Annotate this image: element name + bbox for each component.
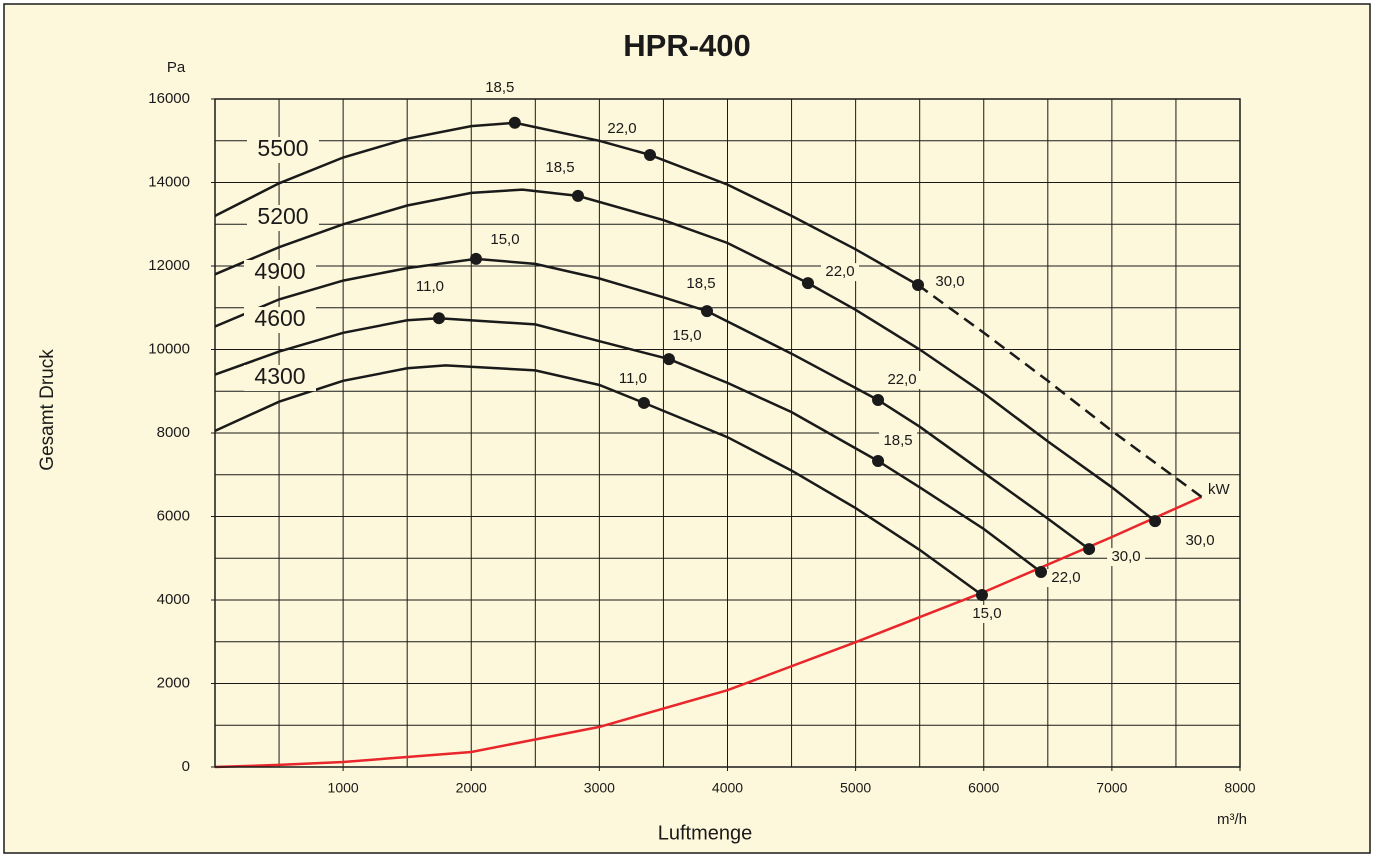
power-label: 18,5 [545,159,574,176]
x-axis-label: Luftmenge [658,822,753,844]
label-background [931,272,970,291]
x-tick-label: 3000 [584,780,615,796]
speed-curve [214,364,983,597]
x-tick-label: 5000 [840,780,871,796]
x-tick-label: 7000 [1096,780,1127,796]
label-background [883,371,922,390]
operating-point [1083,543,1096,556]
y-tick-label: 10000 [148,340,190,357]
operating-point [571,189,584,202]
power-label: 22,0 [825,263,854,280]
speed-label: 5200 [257,203,308,229]
label-background [1047,569,1086,588]
y-tick-label: 4000 [157,591,190,608]
speed-label: 4600 [254,305,305,331]
label-background [879,431,918,450]
speed-curve [214,257,1090,551]
speed-curve [214,316,1042,573]
x-tick-label: 4000 [712,780,743,796]
operating-point [643,148,656,161]
label-background [967,604,1006,623]
power-label: 22,0 [1051,569,1080,586]
label-background [820,263,859,282]
label-background [682,275,720,294]
y-unit: Pa [167,59,186,76]
x-unit: m³/h [1217,811,1247,828]
operating-point [701,305,713,318]
label-background [244,365,316,391]
y-tick-label: 6000 [157,507,190,524]
x-tick-label: 8000 [1224,780,1255,796]
operating-point [469,252,482,265]
y-tick-label: 12000 [148,257,190,274]
speed-label: 5500 [257,135,308,161]
operating-point [637,396,650,409]
power-label: 11,0 [619,370,647,387]
operating-point [1149,515,1162,528]
power-label: 22,0 [607,120,636,137]
y-tick-label: 2000 [157,674,190,691]
label-background [540,158,579,177]
operating-point [912,278,925,291]
power-label: 18,5 [485,79,514,96]
label-background [244,307,316,333]
label-background [485,230,524,249]
label-background [1181,532,1220,551]
y-axis-label: Gesamt Druck [37,349,58,471]
power-label: 11,0 [416,278,444,295]
label-background [613,369,652,388]
power-label: 22,0 [887,371,916,388]
plot-frame [214,98,1241,768]
power-label: 15,0 [972,605,1001,622]
operating-point [872,454,885,467]
operating-point [432,312,445,325]
operating-point [975,588,988,601]
power-label: 30,0 [935,273,964,290]
grid [211,98,1241,771]
label-background [480,78,519,97]
y-tick-label: 14000 [148,173,190,190]
label-background [1107,548,1146,567]
power-label: 30,0 [1111,548,1140,565]
y-tick-label: 0 [182,758,190,775]
operating-point [801,277,814,290]
label-background [667,327,706,346]
marks: 5500 18,5 22,0 30,0 5200 18,5 22,0 30,0 4900 15,0… [214,78,1220,769]
label-background [602,119,641,138]
operating-point [508,116,521,129]
power-label: 15,0 [672,327,701,344]
label-background [410,278,449,297]
background [3,3,1371,854]
power-label: 15,0 [490,231,519,248]
system-curve [214,495,1203,769]
label-background [244,260,316,286]
y-tick-label: 8000 [157,424,190,441]
x-tick-label: 1000 [328,780,359,796]
power-label: 30,0 [1185,532,1214,549]
operating-point [1035,566,1048,579]
x-tick-label: 2000 [456,780,487,796]
speed-curve [214,121,919,287]
x-tick-label: 6000 [968,780,999,796]
speed-curve [214,188,1156,523]
label-background [247,137,319,163]
speed-curve-extension [917,283,1203,498]
power-label: 18,5 [883,432,912,449]
power-label: 18,5 [686,275,715,292]
speed-label: 4300 [254,363,305,389]
speed-label: 4900 [254,258,305,284]
chart-title: HPR-400 [623,28,751,63]
label-background [247,205,319,231]
operating-point [662,353,675,366]
y-tick-label: 16000 [148,90,190,107]
power-unit: kW [1208,481,1231,498]
operating-point [872,394,885,407]
